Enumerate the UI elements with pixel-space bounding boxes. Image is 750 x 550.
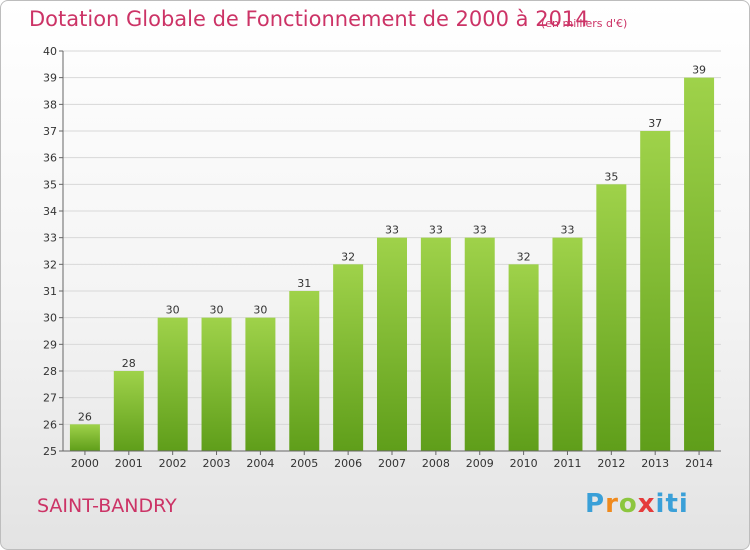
x-tick-label: 2000 bbox=[71, 457, 99, 470]
bar-2003 bbox=[201, 317, 232, 451]
bar-2008 bbox=[420, 237, 451, 451]
bar-2014 bbox=[684, 77, 715, 452]
bar-2010 bbox=[508, 264, 539, 451]
x-tick-label: 2005 bbox=[290, 457, 318, 470]
y-tick-label: 36 bbox=[43, 152, 57, 165]
bar-value-label: 32 bbox=[341, 250, 355, 263]
y-tick-label: 29 bbox=[43, 338, 57, 351]
bar-value-label: 35 bbox=[604, 170, 618, 183]
bar-value-label: 33 bbox=[429, 224, 443, 237]
bar-value-label: 33 bbox=[385, 224, 399, 237]
y-tick-label: 26 bbox=[43, 418, 57, 431]
axes: 25 26 27 28 29 30 31 32 33 34 35 36 37 38 39 40 2000 2001… bbox=[43, 45, 721, 470]
y-tick-label: 30 bbox=[43, 312, 57, 325]
bar-value-label: 30 bbox=[210, 304, 224, 317]
x-tick-label: 2006 bbox=[334, 457, 362, 470]
proxiti-logo[interactable]: Proxiti bbox=[585, 489, 689, 519]
y-tick-label: 35 bbox=[43, 178, 57, 191]
bars: 26 28 30 30 30 31 32 33 33 33 32 33 35 37 39 bbox=[69, 64, 715, 452]
bar-2005 bbox=[289, 291, 320, 451]
x-tick-label: 2002 bbox=[159, 457, 187, 470]
bar-value-label: 30 bbox=[166, 304, 180, 317]
y-tick-label: 31 bbox=[43, 285, 57, 298]
bar-value-label: 28 bbox=[122, 357, 136, 370]
x-tick-label: 2003 bbox=[203, 457, 231, 470]
y-tick-label: 33 bbox=[43, 232, 57, 245]
x-tick-label: 2009 bbox=[466, 457, 494, 470]
bar-2011 bbox=[552, 237, 583, 451]
bar-value-label: 37 bbox=[648, 117, 662, 130]
y-tick-label: 32 bbox=[43, 258, 57, 271]
y-tick-label: 39 bbox=[43, 72, 57, 85]
bar-value-label: 26 bbox=[78, 410, 92, 423]
bar-2007 bbox=[377, 237, 407, 451]
x-tick-label: 2013 bbox=[641, 457, 669, 470]
chart-unit: (en milliers d'€) bbox=[541, 17, 628, 30]
bar-value-label: 39 bbox=[692, 64, 706, 77]
x-tick-label: 2004 bbox=[246, 457, 274, 470]
y-tick-label: 27 bbox=[43, 392, 57, 405]
bar-2004 bbox=[245, 317, 276, 451]
bar-value-label: 30 bbox=[253, 304, 267, 317]
x-tick-label: 2001 bbox=[115, 457, 143, 470]
y-tick-label: 34 bbox=[43, 205, 57, 218]
bar-value-label: 32 bbox=[517, 250, 531, 263]
y-tick-label: 28 bbox=[43, 365, 57, 378]
bar-2001 bbox=[113, 371, 144, 451]
y-tick-label: 37 bbox=[43, 125, 57, 138]
y-tick-label: 40 bbox=[43, 45, 57, 58]
x-tick-label: 2010 bbox=[510, 457, 538, 470]
x-tick-label: 2008 bbox=[422, 457, 450, 470]
x-tick-label: 2011 bbox=[553, 457, 581, 470]
bar-2002 bbox=[157, 317, 188, 451]
bar-value-label: 33 bbox=[473, 224, 487, 237]
x-tick-label: 2012 bbox=[597, 457, 625, 470]
bar-2000 bbox=[69, 424, 100, 451]
y-tick-label: 25 bbox=[43, 445, 57, 458]
x-tick-label: 2007 bbox=[378, 457, 406, 470]
x-tick-label: 2014 bbox=[685, 457, 713, 470]
y-tick-label: 38 bbox=[43, 98, 57, 111]
bar-value-label: 33 bbox=[560, 224, 574, 237]
bar-value-label: 31 bbox=[297, 277, 311, 290]
chart-title: Dotation Globale de Fonctionnement de 20… bbox=[29, 7, 589, 31]
bar-2013 bbox=[640, 131, 671, 451]
bar-2006 bbox=[333, 264, 364, 451]
commune-name: SAINT-BANDRY bbox=[37, 495, 177, 517]
bar-2012 bbox=[596, 184, 627, 452]
bar-2009 bbox=[464, 237, 495, 451]
